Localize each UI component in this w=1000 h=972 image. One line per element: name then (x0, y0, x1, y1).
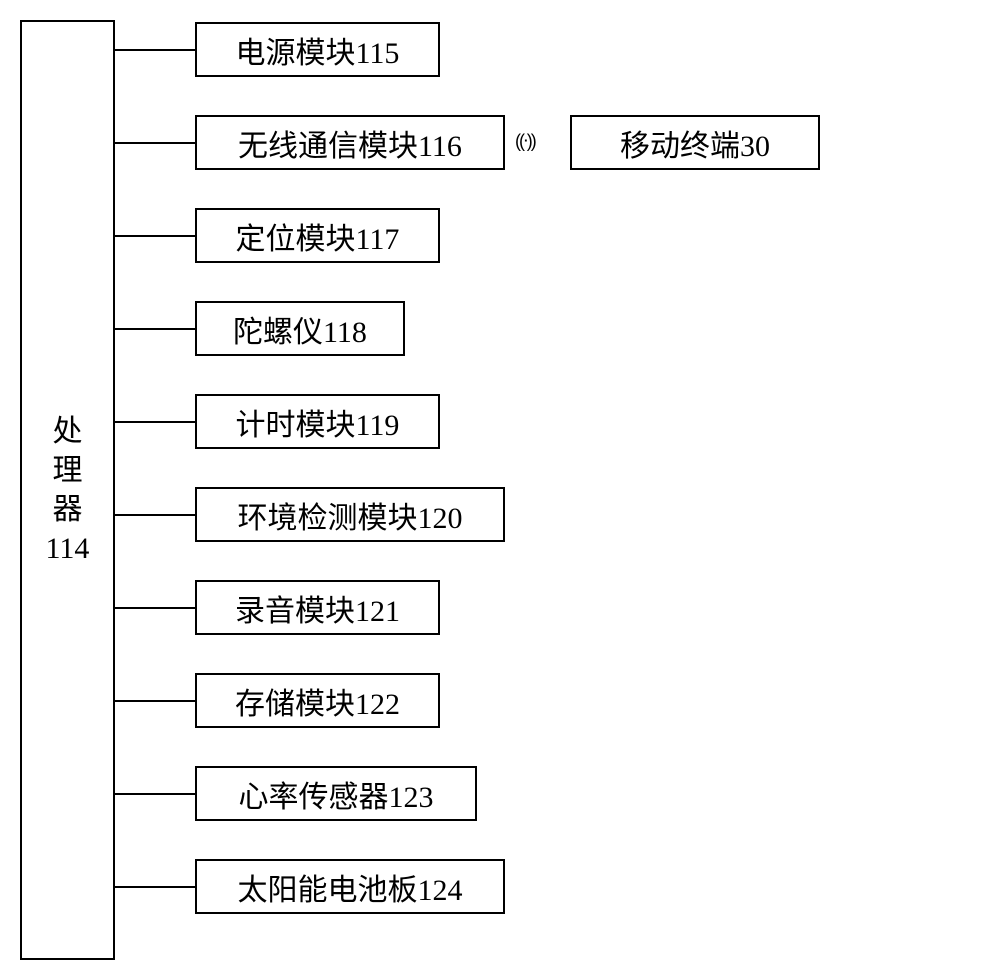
connector-line (115, 607, 195, 609)
connector-line (115, 793, 195, 795)
connector-line (115, 421, 195, 423)
module-box: 太阳能电池板124 (195, 859, 505, 914)
diagram-canvas: 处理器114 电源模块115 无线通信模块116 ((⋅)) 移动终端30 定位模块117… (0, 0, 1000, 972)
processor-label-char: 处 (53, 412, 83, 451)
module-box: 电源模块115 (195, 22, 440, 77)
module-box: 存储模块122 (195, 673, 440, 728)
module-box: 计时模块119 (195, 394, 440, 449)
mobile-terminal-box: 移动终端30 (570, 115, 820, 170)
processor-label-char: 器 (53, 490, 83, 529)
connector-line (115, 142, 195, 144)
connector-line (115, 514, 195, 516)
module-box: 心率传感器123 (195, 766, 477, 821)
module-box: 定位模块117 (195, 208, 440, 263)
processor-number: 114 (46, 529, 90, 568)
connector-line (115, 886, 195, 888)
connector-line (115, 328, 195, 330)
module-box: 无线通信模块116 (195, 115, 505, 170)
wireless-icon: ((⋅)) (515, 131, 535, 152)
connector-line (115, 235, 195, 237)
module-box: 陀螺仪118 (195, 301, 405, 356)
connector-line (115, 49, 195, 51)
processor-box: 处理器114 (20, 20, 115, 960)
module-box: 录音模块121 (195, 580, 440, 635)
module-box: 环境检测模块120 (195, 487, 505, 542)
processor-label-char: 理 (53, 451, 83, 490)
connector-line (115, 700, 195, 702)
